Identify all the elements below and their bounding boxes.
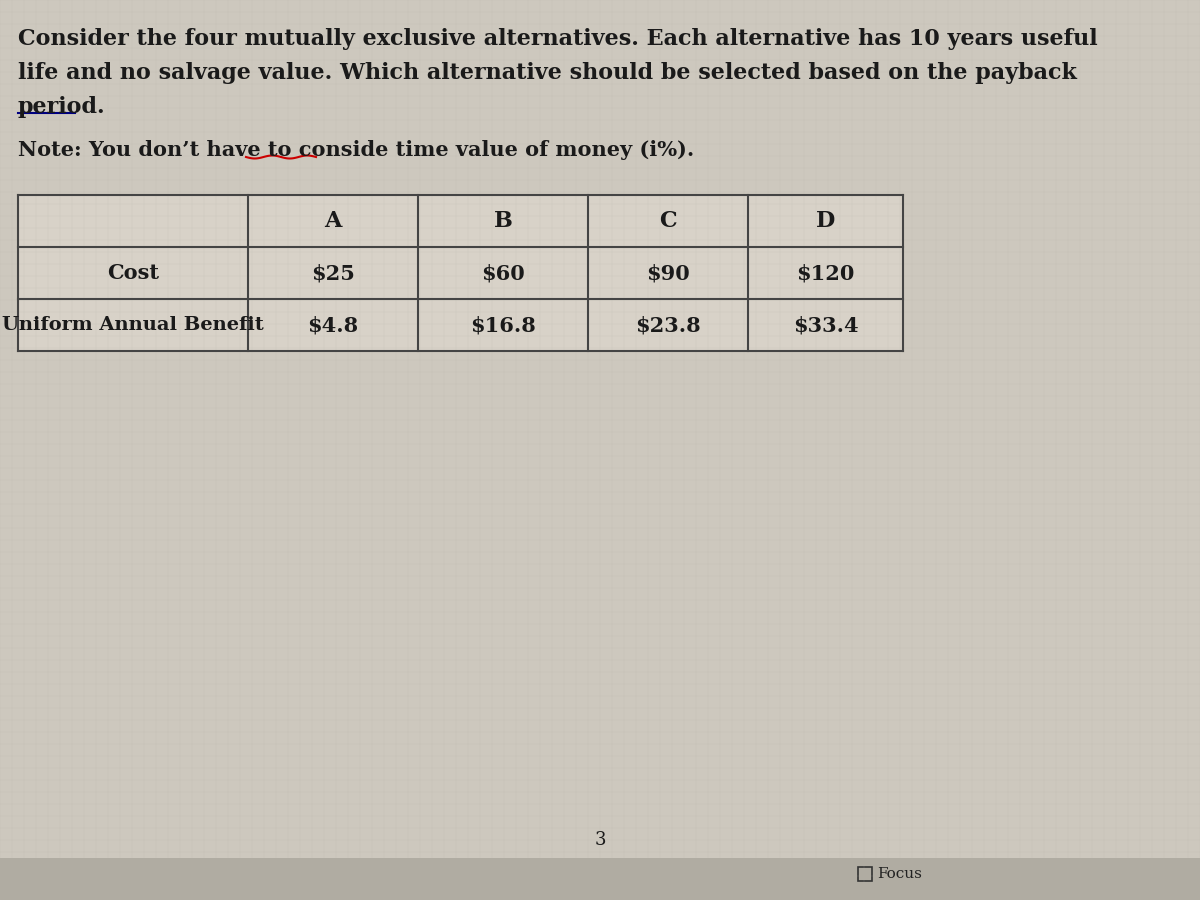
Text: Note: You don’t have to conside time value of money (i%).: Note: You don’t have to conside time val… <box>18 140 695 160</box>
Bar <box>418 247 588 299</box>
Bar <box>418 299 588 351</box>
Bar <box>748 195 904 247</box>
Text: 3: 3 <box>594 831 606 849</box>
Bar <box>418 195 588 247</box>
Bar <box>18 247 248 299</box>
Text: D: D <box>816 210 835 232</box>
Text: C: C <box>659 210 677 232</box>
Text: $4.8: $4.8 <box>307 315 359 335</box>
Text: Cost: Cost <box>107 263 158 283</box>
Bar <box>858 867 872 881</box>
Bar <box>588 247 748 299</box>
Bar <box>248 195 418 247</box>
Text: period.: period. <box>18 96 106 118</box>
Text: Focus: Focus <box>877 867 922 881</box>
Text: Consider the four mutually exclusive alternatives. Each alternative has 10 years: Consider the four mutually exclusive alt… <box>18 28 1098 50</box>
Text: B: B <box>493 210 512 232</box>
Bar <box>588 299 748 351</box>
Bar <box>248 247 418 299</box>
Bar <box>748 299 904 351</box>
Bar <box>748 247 904 299</box>
Bar <box>18 299 248 351</box>
Text: $120: $120 <box>797 263 854 283</box>
Text: A: A <box>324 210 342 232</box>
Text: $33.4: $33.4 <box>793 315 858 335</box>
Bar <box>588 195 748 247</box>
Bar <box>248 299 418 351</box>
Text: $23.8: $23.8 <box>635 315 701 335</box>
Bar <box>18 195 248 247</box>
Text: $90: $90 <box>646 263 690 283</box>
Text: Uniform Annual Benefit: Uniform Annual Benefit <box>2 316 264 334</box>
Text: $25: $25 <box>311 263 355 283</box>
Text: $60: $60 <box>481 263 524 283</box>
Text: $16.8: $16.8 <box>470 315 536 335</box>
Bar <box>0 858 1200 900</box>
Text: life and no salvage value. Which alternative should be selected based on the pay: life and no salvage value. Which alterna… <box>18 62 1076 84</box>
